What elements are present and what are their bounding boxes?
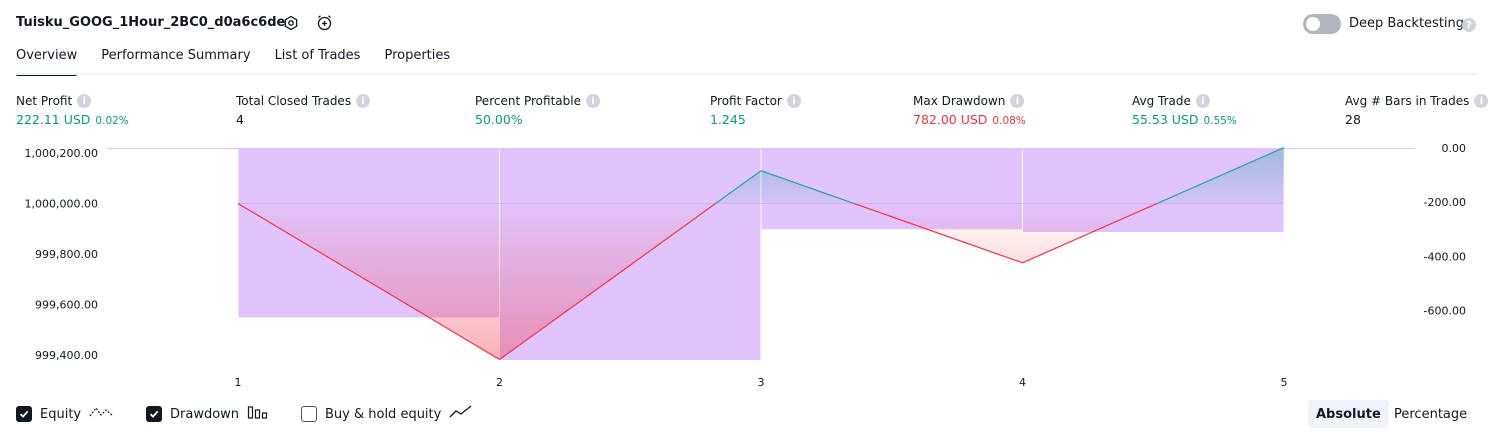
metric-label: Avg # Bars in Trades	[1345, 94, 1470, 108]
right-axis-tick-label: 0.00	[1442, 142, 1467, 155]
metric-value: 50.00%	[475, 112, 523, 127]
equity-line-segment	[499, 203, 716, 360]
buy-hold-line-icon	[449, 404, 473, 424]
left-axis-tick-label: 999,800.00	[35, 248, 98, 261]
equity-line-segment	[1022, 202, 1158, 264]
tab-list-of-trades[interactable]: List of Trades	[274, 48, 361, 63]
metric-label: Percent Profitable	[475, 94, 581, 108]
x-axis-tick-label: 3	[758, 376, 765, 389]
info-icon[interactable]: i	[77, 94, 92, 108]
metric-max-drawdown: Max Drawdown i 782.00 USD 0.08%	[913, 94, 1026, 127]
tab-bar: Overview Performance Summary List of Tra…	[16, 48, 451, 76]
legend-buy-hold-equity[interactable]: Buy & hold equity	[301, 404, 473, 424]
left-axis-tick-label: 999,600.00	[35, 298, 98, 311]
settings-icon[interactable]	[282, 14, 300, 32]
metric-value: 28	[1345, 112, 1361, 127]
metric-value: 1.245	[710, 112, 746, 127]
equity-line-segment	[237, 203, 500, 361]
legend-equity[interactable]: Equity	[16, 404, 113, 424]
info-icon[interactable]: i	[1010, 94, 1025, 108]
info-icon[interactable]: i	[1195, 94, 1210, 108]
metric-percent-profitable: Percent Profitable i 50.00%	[475, 94, 600, 127]
metric-net-profit: Net Profit i 222.11 USD 0.02%	[16, 94, 129, 127]
buy-hold-checkbox[interactable]	[301, 406, 317, 422]
percentage-mode-button[interactable]: Percentage	[1394, 406, 1468, 422]
info-icon[interactable]: i	[786, 94, 801, 108]
metric-total-closed-trades: Total Closed Trades i 4	[236, 94, 371, 127]
metric-value: 222.11 USD	[16, 112, 91, 127]
equity-label: Equity	[40, 406, 82, 422]
metric-avg-bars: Avg # Bars in Trades i 28	[1345, 94, 1489, 127]
tab-overview[interactable]: Overview	[16, 48, 78, 76]
info-icon[interactable]: i	[585, 94, 600, 108]
equity-checkbox[interactable]	[16, 406, 32, 422]
equity-line-segment	[760, 170, 855, 205]
metric-label: Max Drawdown	[913, 94, 1006, 108]
metric-label: Total Closed Trades	[236, 94, 352, 108]
drawdown-label: Drawdown	[170, 406, 240, 422]
help-icon[interactable]: ?	[1462, 18, 1476, 32]
equity-line-segment	[715, 170, 762, 205]
x-axis-tick-label: 2	[496, 376, 503, 389]
strategy-title: Tuisku_GOOG_1Hour_2BC0_d0a6c6de	[16, 15, 286, 30]
left-axis-tick-label: 1,000,200.00	[25, 147, 98, 160]
right-axis-tick-label: -400.00	[1424, 250, 1466, 263]
left-axis-tick-label: 1,000,000.00	[25, 198, 98, 211]
drawdown-checkbox[interactable]	[146, 406, 162, 422]
absolute-mode-button[interactable]: Absolute	[1308, 400, 1389, 428]
drawdown-bars-icon	[247, 404, 269, 424]
equity-gain-area	[761, 170, 855, 204]
metric-avg-trade: Avg Trade i 55.53 USD 0.55%	[1132, 94, 1237, 127]
tab-performance-summary[interactable]: Performance Summary	[101, 48, 251, 63]
add-alert-icon[interactable]	[316, 14, 334, 32]
metric-profit-factor: Profit Factor i 1.245	[710, 94, 801, 127]
deep-backtesting-toggle[interactable]	[1303, 14, 1341, 34]
metric-percent: 0.55%	[1203, 115, 1237, 127]
metric-label: Avg Trade	[1132, 94, 1191, 108]
right-axis-tick-label: -600.00	[1424, 305, 1466, 318]
info-icon[interactable]: i	[356, 94, 371, 108]
x-axis-tick-label: 4	[1019, 376, 1026, 389]
equity-chart[interactable]: 1,000,200.00 1,000,000.00 999,800.00 999,60…	[0, 140, 1494, 395]
left-axis-tick-label: 999,400.00	[35, 349, 98, 362]
metric-value: 782.00 USD	[913, 112, 988, 127]
metric-value: 55.53 USD	[1132, 112, 1199, 127]
x-axis-tick-label: 5	[1281, 376, 1288, 389]
metric-value: 4	[236, 112, 244, 127]
metric-label: Net Profit	[16, 94, 73, 108]
tab-properties[interactable]: Properties	[384, 48, 451, 63]
equity-line-icon	[89, 404, 113, 424]
deep-backtesting-label: Deep Backtesting	[1349, 16, 1465, 31]
metric-percent: 0.02%	[95, 115, 129, 127]
tab-divider	[16, 73, 1478, 75]
right-axis-tick-label: -200.00	[1424, 196, 1466, 209]
equity-line-segment	[1156, 146, 1285, 205]
x-axis-tick-label: 1	[235, 376, 242, 389]
metric-label: Profit Factor	[710, 94, 782, 108]
info-icon[interactable]: i	[1474, 94, 1489, 108]
metric-percent: 0.08%	[992, 115, 1026, 127]
equity-line-segment	[853, 202, 1023, 264]
legend-drawdown[interactable]: Drawdown	[146, 404, 269, 424]
buy-hold-label: Buy & hold equity	[325, 406, 442, 422]
